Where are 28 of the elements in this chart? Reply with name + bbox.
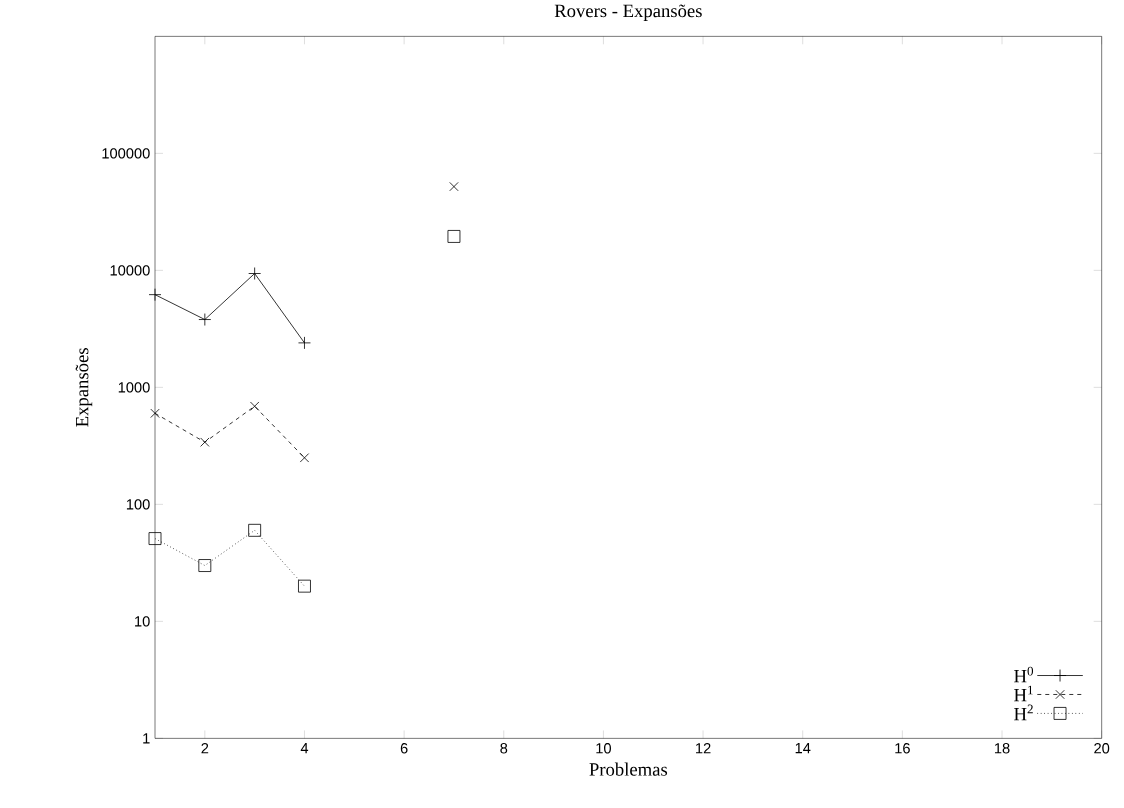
y-axis-title: Expansões bbox=[75, 347, 93, 427]
x-tick-label: 18 bbox=[994, 742, 1010, 754]
x-tick-label: 6 bbox=[400, 742, 408, 754]
x-tick-label: 14 bbox=[795, 742, 811, 753]
point bbox=[449, 181, 459, 192]
x-tick-label: 2 bbox=[201, 742, 209, 754]
legend-label: H$^{0}$ bbox=[1014, 666, 1034, 683]
legend-label: H$^{2}$ bbox=[1014, 704, 1033, 721]
y-tick-label: 100 bbox=[126, 499, 150, 510]
y-tick-label: 100000 bbox=[102, 148, 150, 159]
legend-label: H$^{1}$ bbox=[1014, 685, 1033, 702]
point bbox=[299, 452, 310, 463]
chart-title: Rovers - Expansões bbox=[554, 4, 702, 21]
point bbox=[447, 229, 461, 243]
x-tick-label: 8 bbox=[500, 742, 508, 754]
y-tick-label: 1 bbox=[143, 733, 150, 744]
x-axis-title: Problemas bbox=[589, 762, 668, 776]
y-tick-label: 1000 bbox=[118, 382, 150, 393]
point bbox=[150, 408, 160, 418]
x-tick-label: 20 bbox=[1094, 742, 1110, 754]
point bbox=[250, 401, 260, 411]
point bbox=[200, 437, 210, 447]
x-tick-label: 12 bbox=[696, 742, 711, 754]
x-tick-label: 4 bbox=[300, 742, 309, 753]
y-tick-label: 10 bbox=[135, 616, 150, 627]
x-tick-label: 16 bbox=[895, 742, 910, 754]
x-tick-label: 10 bbox=[596, 742, 611, 754]
y-tick-label: 10000 bbox=[110, 265, 150, 276]
